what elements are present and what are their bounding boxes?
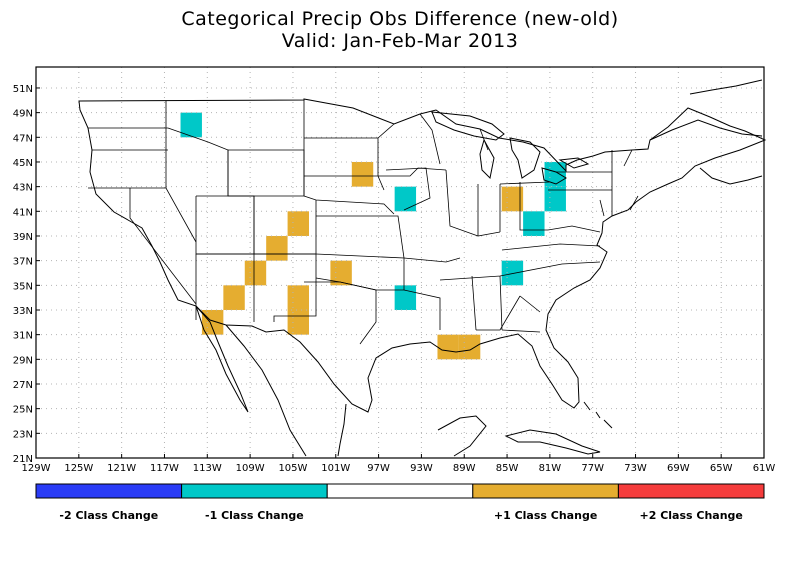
lon-tick-label: 81W: [539, 463, 562, 474]
legend-label: +1 Class Change: [494, 509, 597, 522]
anomaly-cell: [180, 112, 202, 138]
lon-tick-label: 61W: [753, 463, 776, 474]
lon-tick-label: 109W: [236, 463, 265, 474]
lon-tick-label: 101W: [321, 463, 350, 474]
legend-label: -1 Class Change: [205, 509, 304, 522]
lat-tick-label: 21N: [13, 454, 33, 465]
lon-tick-label: 89W: [453, 463, 476, 474]
anomaly-cell: [458, 334, 481, 360]
legend-swatch-plus1: [472, 483, 619, 499]
lon-tick-label: 65W: [710, 463, 733, 474]
anomaly-cell: [351, 161, 374, 187]
lon-tick-label: 129W: [22, 463, 51, 474]
lon-tick-label: 73W: [624, 463, 647, 474]
lat-tick-label: 23N: [13, 429, 33, 440]
anomaly-cell: [223, 285, 245, 310]
canada-east-coast: [649, 79, 763, 185]
lat-tick-label: 33N: [13, 306, 33, 317]
lon-tick-label: 125W: [64, 463, 93, 474]
legend-swatch-zero: [326, 483, 474, 499]
plot-frame: [35, 66, 765, 459]
legend-labels: -2 Class Change -1 Class Change +1 Class C…: [59, 509, 742, 522]
legend-swatch-minus1: [181, 483, 328, 499]
anomaly-cell: [501, 260, 524, 286]
state-boundaries: [88, 100, 639, 345]
baja-california: [195, 305, 249, 413]
lat-tick-label: 25N: [13, 405, 33, 416]
lat-tick-label: 35N: [13, 281, 33, 292]
lon-tick-label: 117W: [150, 463, 179, 474]
lon-tick-label: 93W: [410, 463, 433, 474]
map-title: Categorical Precip Obs Difference (new-o…: [181, 8, 619, 30]
map-subtitle: Valid: Jan-Feb-Mar 2013: [281, 30, 519, 52]
lat-tick-label: 43N: [13, 183, 33, 194]
anomaly-cell: [287, 211, 309, 236]
lat-tick-label: 45N: [13, 158, 33, 169]
anomaly-cell: [523, 211, 545, 236]
cuba: [504, 429, 601, 455]
great-lakes: [431, 111, 590, 185]
lat-tick-label: 31N: [13, 331, 33, 342]
anomaly-cell: [544, 161, 566, 187]
anomaly-cell: [394, 285, 417, 310]
lon-tick-label: 105W: [278, 463, 307, 474]
lon-tick-label: 77W: [581, 463, 604, 474]
anomaly-cell: [287, 285, 309, 310]
legend-colorbar: [35, 483, 765, 499]
us-outline: [78, 98, 767, 413]
lat-tick-label: 41N: [13, 207, 33, 218]
lat-tick-label: 51N: [13, 84, 33, 95]
anomaly-cell: [437, 334, 459, 360]
lat-tick-label: 29N: [13, 355, 33, 366]
lat-tick-label: 47N: [13, 133, 33, 144]
latitude-labels: 21N 23N 25N 27N 29N 31N 33N 35N 37N 39N 41N 43N 45N 4…: [13, 84, 33, 465]
anomaly-cell: [394, 186, 417, 212]
legend-label: +2 Class Change: [640, 509, 743, 522]
lat-tick-label: 49N: [13, 109, 33, 120]
longitude-labels: 129W 125W 121W 117W 113W 109W 105W 101W 97W 93W 89…: [22, 463, 776, 474]
legend-swatch-minus2: [35, 483, 183, 499]
anomaly-cell: [330, 260, 352, 286]
lon-tick-label: 85W: [496, 463, 519, 474]
lat-tick-label: 39N: [13, 232, 33, 243]
legend-swatch-plus2: [617, 483, 765, 499]
lon-tick-label: 97W: [367, 463, 390, 474]
legend-label: -2 Class Change: [59, 509, 158, 522]
lon-tick-label: 121W: [107, 463, 136, 474]
bahamas: [583, 401, 613, 429]
anomaly-cell: [287, 309, 309, 335]
anomaly-cell: [266, 235, 288, 261]
lat-tick-label: 27N: [13, 380, 33, 391]
anomaly-cell: [244, 260, 267, 286]
basemap-outlines: [78, 79, 767, 457]
lon-tick-label: 69W: [667, 463, 690, 474]
lat-tick-label: 37N: [13, 257, 33, 268]
anomaly-cell: [201, 309, 224, 335]
mexico-coast: [225, 324, 487, 457]
graticule: [35, 67, 765, 459]
lon-tick-label: 113W: [193, 463, 222, 474]
